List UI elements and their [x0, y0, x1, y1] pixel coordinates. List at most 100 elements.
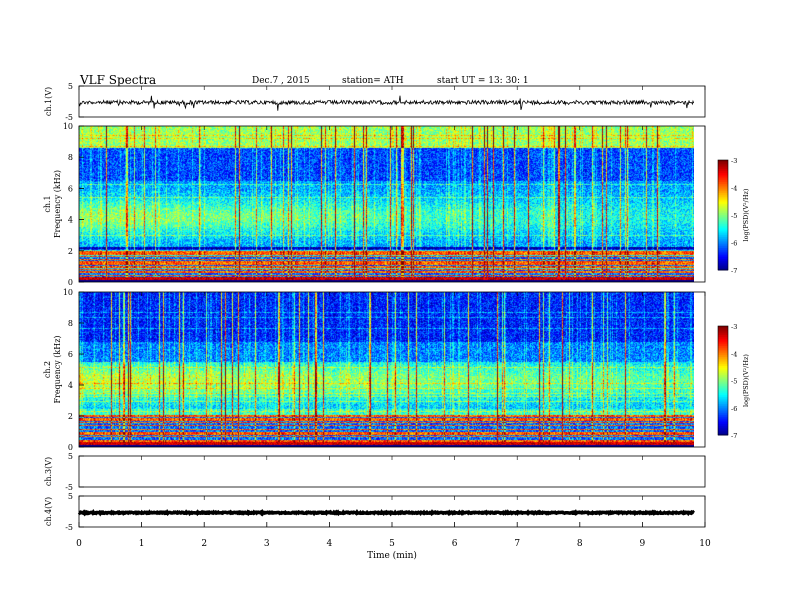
colorbar-swatch [718, 171, 728, 174]
colorbar-swatch [718, 413, 728, 416]
colorbar-swatch [718, 396, 728, 400]
panel-label-line: ch.1(V) [44, 87, 53, 116]
colorbar-swatch [718, 238, 728, 242]
colorbar-swatch [718, 189, 728, 192]
colorbar-swatch [718, 174, 728, 177]
colorbar-tick-label: -7 [731, 432, 737, 440]
colorbar-swatch [718, 420, 728, 423]
colorbar-swatch [718, 335, 728, 338]
colorbar-swatch [718, 205, 728, 209]
colorbar-swatch [718, 393, 728, 396]
colorbar-swatch [718, 429, 728, 432]
colorbar-swatch [718, 326, 728, 329]
panel-label-line: ch.4(V) [44, 497, 53, 526]
colorbar-swatch [718, 226, 728, 229]
colorbar-swatch [718, 378, 728, 381]
colorbar-tick-label: -4 [731, 185, 737, 193]
colorbar-swatch [718, 259, 728, 262]
spectrogram-image-ch1 [79, 126, 694, 282]
colorbar-swatch [718, 185, 728, 188]
colorbar-swatch [718, 411, 728, 414]
colorbar-swatch [718, 342, 728, 345]
colorbar-swatch [718, 387, 728, 391]
y-tick-label: 0 [68, 278, 73, 287]
colorbar-swatch [718, 251, 728, 254]
colorbar-swatch [718, 431, 728, 434]
x-tick-label: 8 [577, 539, 583, 549]
x-tick-label: 9 [640, 539, 646, 549]
colorbar-swatch [718, 385, 728, 389]
station-label: station= ATH [342, 76, 404, 86]
panel-label-line: Frequency (kHz) [53, 170, 62, 238]
colorbar-swatch [718, 240, 728, 243]
date-label: Dec.7 , 2015 [252, 76, 310, 86]
colorbar-swatch [718, 231, 728, 234]
colorbar-swatch [718, 218, 728, 221]
y-tick-label: 2 [68, 412, 73, 421]
colorbar-swatch [718, 204, 728, 207]
panel-2: 0 2 4 6 8 10 ch.1Frequency (kHz) -3 -4 -5 -6 -7 log(… [43, 122, 750, 287]
colorbar-swatch [718, 407, 728, 411]
colorbar-swatch [718, 364, 728, 367]
colorbar-swatch [718, 233, 728, 236]
panel-1: 5 -5 ch.1(V) [44, 82, 706, 122]
panel-label-line: Frequency (kHz) [53, 335, 62, 403]
colorbar-frame [717, 325, 729, 436]
colorbar-swatch [718, 178, 728, 181]
colorbar-swatch [718, 200, 728, 203]
colorbar-swatch [718, 191, 728, 194]
colorbar-swatch [718, 349, 728, 352]
colorbar-swatch [718, 264, 728, 267]
colorbar-tick-label: -7 [731, 267, 737, 275]
panel-label: ch.4(V) [44, 497, 53, 526]
colorbar-swatch [718, 380, 728, 383]
colorbar-swatch [718, 391, 728, 394]
colorbar-swatch [718, 182, 728, 185]
x-tick-label: 6 [452, 539, 458, 549]
colorbar-swatch [718, 384, 728, 387]
colorbar-swatch [718, 237, 728, 240]
panel-label: ch.1Frequency (kHz) [43, 170, 62, 238]
x-tick-label: 1 [139, 539, 145, 549]
colorbar-swatch [718, 418, 728, 421]
colorbar-tick-label: -5 [731, 212, 737, 220]
x-axis: 0 1 2 3 4 5 6 7 8 9 10 [76, 522, 711, 549]
x-tick-label: 4 [327, 539, 333, 549]
colorbar-swatch [718, 329, 728, 332]
colorbar-swatch [718, 255, 728, 258]
colorbar-swatch [718, 356, 728, 360]
colorbar-swatch [718, 193, 728, 196]
colorbar-swatch [718, 244, 728, 247]
colorbar-swatch [718, 249, 728, 253]
colorbar-swatch [718, 196, 728, 199]
colorbar-swatch [718, 229, 728, 232]
colorbar-tick-label: -3 [731, 157, 737, 165]
colorbar-swatch [718, 424, 728, 427]
colorbar-swatch [718, 425, 728, 429]
colorbar-swatch [718, 209, 728, 212]
colorbar-swatch [718, 358, 728, 362]
colorbar-swatch [718, 362, 728, 365]
colorbar-swatch [718, 355, 728, 358]
colorbar-1: -3 -4 -5 -6 -7 log(PSD)(V²/Hz) [717, 157, 750, 275]
colorbar-swatch [718, 373, 728, 376]
x-tick-label: 0 [76, 539, 82, 549]
y-tick-label: 4 [68, 216, 73, 225]
colorbar-swatch [718, 400, 728, 403]
colorbar-swatch [718, 160, 728, 163]
colorbar-swatch [718, 260, 728, 264]
y-tick-label: 5 [68, 82, 73, 91]
colorbar-swatch [718, 207, 728, 210]
colorbar-swatch [718, 165, 728, 168]
colorbar-swatch [718, 187, 728, 190]
y-tick-label: 4 [68, 381, 73, 390]
colorbar-swatch [718, 398, 728, 401]
colorbar-swatch [718, 180, 728, 183]
colorbar-tick-label: -4 [731, 350, 737, 358]
panel-5: 5 -5 ch.4(V) [44, 492, 706, 532]
y-tick-label: 6 [68, 350, 73, 359]
x-tick-label: 7 [514, 539, 520, 549]
figure-title: VLF Spectra [79, 73, 156, 87]
